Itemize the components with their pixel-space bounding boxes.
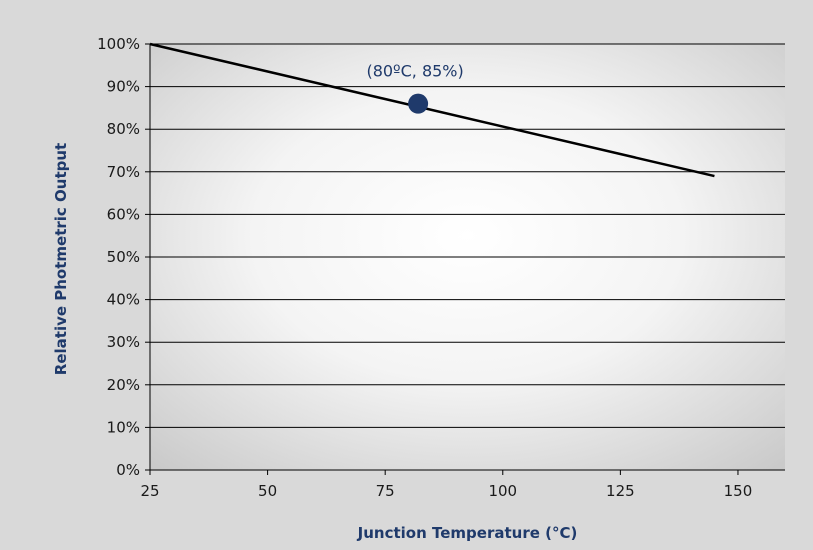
x-tick-label: 100 bbox=[488, 482, 517, 500]
y-tick-label: 70% bbox=[107, 163, 140, 181]
y-tick-label: 80% bbox=[107, 120, 140, 138]
y-tick-label: 90% bbox=[107, 78, 140, 96]
highlight-point-marker bbox=[408, 93, 429, 114]
x-tick-label: 75 bbox=[376, 482, 395, 500]
x-axis-title: Junction Temperature (°C) bbox=[357, 524, 578, 542]
marker-layer bbox=[408, 93, 429, 114]
y-tick-label: 10% bbox=[107, 418, 140, 436]
y-tick-label: 20% bbox=[107, 376, 140, 394]
y-tick-label: 100% bbox=[97, 35, 140, 53]
x-tick-label: 125 bbox=[606, 482, 635, 500]
y-tick-label: 50% bbox=[107, 248, 140, 266]
tick-labels: 0% 10% 20% 30% 40% 50% 60% 70% 80% 90% 100% 25 50 75 1… bbox=[97, 35, 752, 500]
x-tick-label: 150 bbox=[724, 482, 753, 500]
gridlines bbox=[150, 43, 785, 428]
highlight-point-label: (80ºC, 85%) bbox=[366, 62, 463, 81]
series-layer bbox=[149, 42, 715, 178]
y-tick-label: 0% bbox=[116, 461, 140, 479]
axes bbox=[145, 43, 785, 475]
y-axis-title: Relative Photmetric Output bbox=[52, 143, 70, 375]
x-tick-label: 25 bbox=[140, 482, 159, 500]
x-tick-label: 50 bbox=[258, 482, 277, 500]
y-tick-label: 30% bbox=[107, 333, 140, 351]
series-line-0 bbox=[149, 42, 715, 178]
y-tick-label: 40% bbox=[107, 291, 140, 309]
y-tick-label: 60% bbox=[107, 205, 140, 223]
